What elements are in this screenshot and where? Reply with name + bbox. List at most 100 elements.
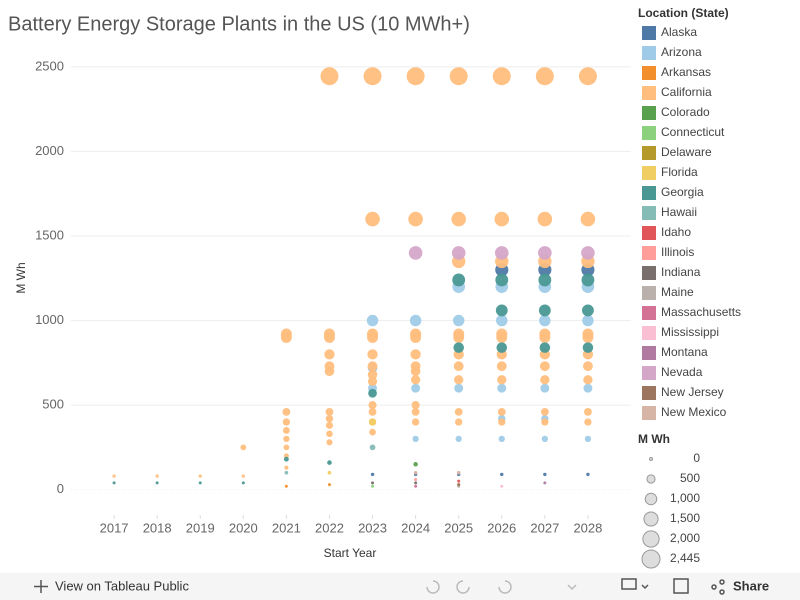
data-point bbox=[581, 304, 594, 317]
data-point bbox=[411, 383, 421, 393]
legend-title: Location (State) bbox=[638, 6, 729, 20]
data-point bbox=[495, 273, 509, 287]
data-point bbox=[494, 246, 509, 260]
data-point bbox=[495, 304, 508, 317]
data-point bbox=[498, 418, 506, 426]
y-tick-label: 2500 bbox=[35, 58, 64, 73]
data-point bbox=[284, 470, 289, 475]
size-legend-mark bbox=[649, 457, 653, 461]
data-point bbox=[367, 331, 378, 343]
data-point bbox=[327, 470, 332, 475]
size-legend-mark bbox=[641, 549, 661, 569]
legend-swatch bbox=[642, 326, 656, 340]
data-point bbox=[414, 477, 418, 481]
y-tick-label: 0 bbox=[57, 481, 64, 496]
data-point bbox=[540, 375, 550, 385]
plot: 0 500 1000 1500 2000 2500 2017 2018 2019 2020 2021… bbox=[35, 58, 631, 535]
legend-swatch bbox=[642, 66, 656, 80]
x-tick-label: 2024 bbox=[401, 520, 430, 535]
data-point bbox=[541, 418, 549, 426]
size-legend-mark bbox=[646, 474, 656, 484]
data-point bbox=[500, 484, 504, 488]
legend-label: Hawaii bbox=[661, 205, 697, 219]
legend-label: Mississippi bbox=[661, 325, 719, 339]
legend-label: Delaware bbox=[661, 145, 712, 159]
data-point bbox=[541, 435, 548, 443]
data-point bbox=[584, 418, 592, 426]
legend-swatch bbox=[642, 106, 656, 120]
y-tick-label: 1500 bbox=[35, 227, 64, 242]
data-point bbox=[581, 246, 595, 260]
data-point bbox=[326, 430, 333, 438]
data-point bbox=[369, 444, 376, 451]
data-point bbox=[497, 383, 507, 393]
data-point bbox=[496, 342, 508, 353]
data-point bbox=[539, 331, 551, 343]
x-tick-label: 2017 bbox=[100, 520, 129, 535]
size-legend-mark bbox=[644, 492, 658, 506]
data-point bbox=[367, 369, 378, 380]
size-legend-label: 500 bbox=[680, 471, 700, 485]
data-point bbox=[411, 418, 420, 426]
legend-swatch bbox=[642, 226, 656, 240]
legend-label: Arkansas bbox=[661, 65, 711, 79]
legend-label: Florida bbox=[661, 165, 698, 179]
data-point bbox=[582, 314, 594, 327]
share-button[interactable]: Share bbox=[733, 578, 769, 593]
data-point bbox=[410, 349, 421, 360]
data-point bbox=[538, 273, 552, 287]
data-point bbox=[451, 246, 466, 260]
legend-label: California bbox=[661, 85, 712, 99]
data-point bbox=[155, 481, 159, 485]
data-point bbox=[535, 67, 554, 86]
legend-label: Alaska bbox=[661, 25, 697, 39]
data-point bbox=[539, 361, 550, 372]
data-point bbox=[538, 246, 552, 260]
data-point bbox=[583, 375, 593, 385]
data-point bbox=[408, 211, 423, 227]
data-point bbox=[284, 484, 288, 488]
data-point bbox=[240, 444, 247, 451]
data-point bbox=[539, 314, 551, 327]
x-tick-label: 2025 bbox=[444, 520, 473, 535]
data-point bbox=[408, 246, 423, 260]
data-point bbox=[368, 407, 377, 416]
data-point bbox=[457, 483, 461, 487]
data-point bbox=[578, 67, 597, 86]
legend-label: Montana bbox=[661, 345, 708, 359]
x-tick-label: 2027 bbox=[530, 520, 559, 535]
data-point bbox=[198, 481, 202, 485]
data-point bbox=[543, 481, 547, 485]
data-point bbox=[411, 407, 420, 416]
legend-swatch bbox=[642, 26, 656, 40]
legend-swatch bbox=[642, 346, 656, 360]
legend-label: New Mexico bbox=[661, 405, 727, 419]
view-link[interactable]: View on Tableau Public bbox=[55, 578, 189, 593]
data-point bbox=[367, 376, 378, 387]
data-point bbox=[492, 67, 511, 86]
data-point bbox=[325, 407, 334, 416]
legend-swatch bbox=[642, 46, 656, 60]
data-point bbox=[283, 453, 289, 459]
toolbar bbox=[0, 573, 800, 600]
data-point bbox=[449, 67, 468, 86]
data-point bbox=[367, 349, 378, 360]
data-point bbox=[414, 481, 418, 485]
data-point bbox=[325, 414, 334, 423]
data-point bbox=[451, 211, 466, 227]
data-point bbox=[540, 383, 550, 393]
data-point bbox=[540, 407, 549, 416]
data-point bbox=[454, 407, 463, 416]
data-point bbox=[365, 211, 380, 227]
size-legend-mark bbox=[643, 511, 659, 527]
data-point bbox=[369, 428, 376, 436]
data-point bbox=[582, 331, 594, 343]
data-point bbox=[412, 435, 419, 443]
data-point bbox=[280, 331, 292, 343]
legend-label: New Jersey bbox=[661, 385, 724, 399]
data-point bbox=[496, 314, 508, 327]
toolbar-icons[interactable] bbox=[621, 578, 725, 595]
data-point bbox=[453, 361, 464, 372]
data-point bbox=[413, 462, 418, 467]
